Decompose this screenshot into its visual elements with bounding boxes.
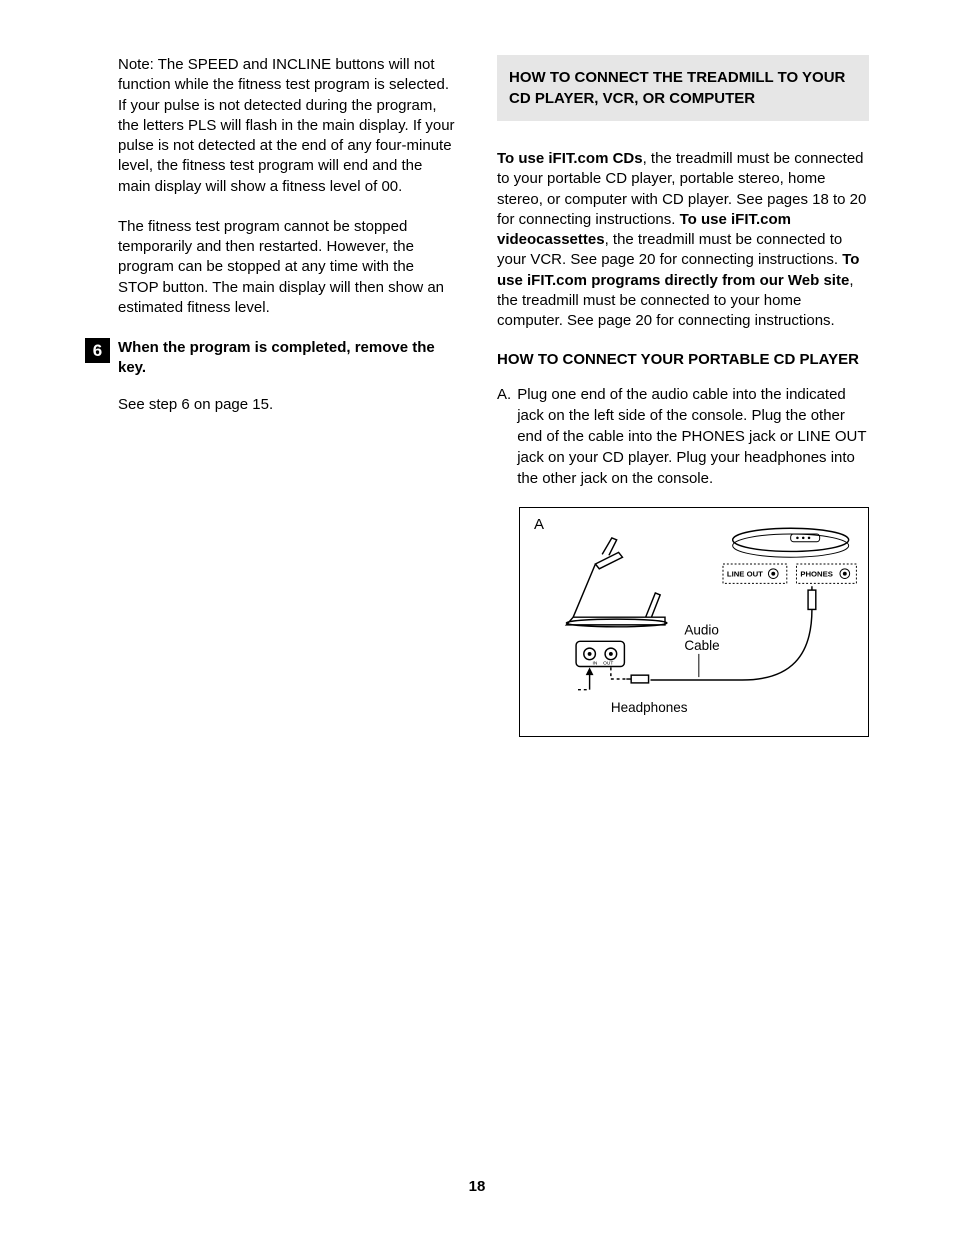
cd-player-icon [733, 528, 849, 557]
step-a: A. Plug one end of the audio cable into … [497, 384, 869, 489]
right-intro: To use iFIT.com CDs, the treadmill must … [497, 149, 869, 331]
phones-label: PHONES [800, 570, 833, 579]
left-para-2: The fitness test program cannot be stopp… [85, 217, 457, 318]
in-label: IN [593, 661, 598, 667]
lineout-label: LINE OUT [727, 570, 763, 579]
intro-bold-1: To use iFIT.com CDs [497, 150, 643, 167]
left-para-3: See step 6 on page 15. [85, 395, 457, 415]
step-a-marker: A. [497, 384, 511, 489]
out-label: OUT [603, 661, 613, 667]
console-jack-icon: IN OUT [576, 642, 624, 667]
columns: Note: The SPEED and INCLINE buttons will… [85, 55, 869, 1158]
left-column: Note: The SPEED and INCLINE buttons will… [85, 55, 457, 1158]
heading-portable-cd: HOW TO CONNECT YOUR PORTABLE CD PLAYER [497, 351, 869, 368]
figure-a: A LINE OUT [519, 507, 869, 737]
left-para-1: Note: The SPEED and INCLINE buttons will… [85, 55, 457, 197]
step-a-text: Plug one end of the audio cable into the… [517, 384, 869, 489]
step-6-row: 6 When the program is completed, remove … [85, 338, 457, 377]
right-column: HOW TO CONNECT THE TREADMILL TO YOUR CD … [497, 55, 869, 1158]
figure-a-diagram: LINE OUT PHONES [520, 508, 868, 736]
page-number: 18 [85, 1158, 869, 1195]
step-6-text: When the program is completed, remove th… [118, 338, 457, 377]
audio-cable-label-line2: Cable [684, 638, 719, 653]
treadmill-icon [566, 538, 667, 627]
jack-labels: LINE OUT PHONES [723, 564, 856, 583]
connect-banner: HOW TO CONNECT THE TREADMILL TO YOUR CD … [497, 55, 869, 121]
headphones-label: Headphones [611, 700, 688, 715]
audio-cable-label-line1: Audio [684, 623, 719, 638]
step-number-badge: 6 [85, 338, 110, 363]
page: Note: The SPEED and INCLINE buttons will… [0, 0, 954, 1235]
